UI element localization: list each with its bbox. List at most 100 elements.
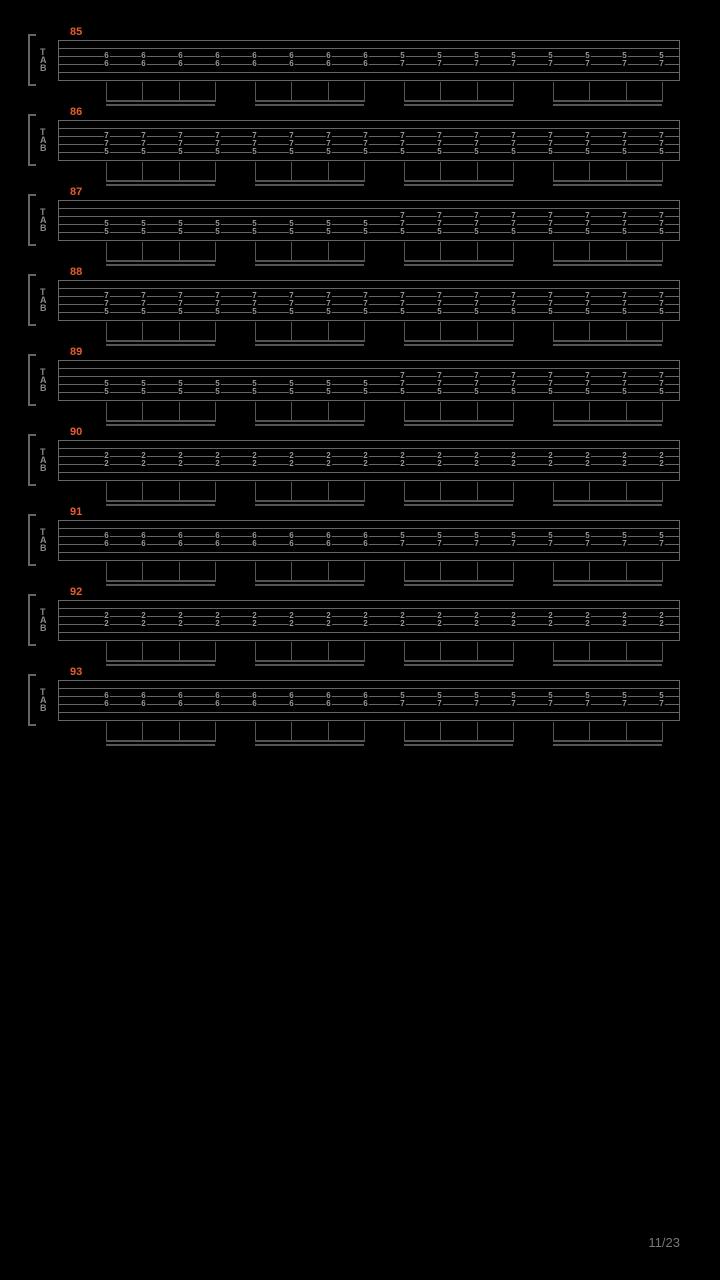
measure-number: 93 bbox=[70, 666, 82, 678]
note-column: 55 bbox=[347, 360, 384, 400]
measure-number: 86 bbox=[70, 106, 82, 118]
note-column: 55 bbox=[125, 200, 162, 240]
notes-row: 66666666666666665757575757575757 bbox=[88, 520, 680, 560]
note-column: 775 bbox=[532, 360, 569, 400]
tab-page: 85TAB6666666666666666575757575757575786T… bbox=[0, 0, 720, 780]
fret-number: 2 bbox=[214, 620, 220, 628]
fret-number: 6 bbox=[288, 540, 294, 548]
system-bracket bbox=[28, 514, 36, 566]
fret-number: 2 bbox=[399, 620, 405, 628]
note-column: 22 bbox=[199, 440, 236, 480]
fret-number: 6 bbox=[140, 540, 146, 548]
fret-number: 5 bbox=[547, 308, 553, 316]
fret-number: 6 bbox=[362, 540, 368, 548]
fret-number: 5 bbox=[547, 388, 553, 396]
fret-number: 7 bbox=[399, 540, 405, 548]
note-column: 55 bbox=[199, 360, 236, 400]
fret-number: 5 bbox=[584, 308, 590, 316]
note-column: 66 bbox=[273, 680, 310, 720]
fret-number: 5 bbox=[214, 388, 220, 396]
fret-number: 7 bbox=[399, 700, 405, 708]
note-column: 775 bbox=[384, 120, 421, 160]
fret-number: 5 bbox=[177, 388, 183, 396]
fret-number: 6 bbox=[325, 60, 331, 68]
fret-number: 5 bbox=[214, 148, 220, 156]
fret-number: 5 bbox=[103, 388, 109, 396]
fret-number: 5 bbox=[288, 148, 294, 156]
note-column: 775 bbox=[606, 120, 643, 160]
note-column: 66 bbox=[88, 40, 125, 80]
note-column: 775 bbox=[458, 280, 495, 320]
note-column: 66 bbox=[310, 520, 347, 560]
note-column: 66 bbox=[199, 680, 236, 720]
fret-number: 6 bbox=[362, 60, 368, 68]
fret-number: 2 bbox=[177, 460, 183, 468]
note-column: 55 bbox=[236, 360, 273, 400]
note-column: 57 bbox=[495, 40, 532, 80]
beam-row bbox=[88, 564, 680, 590]
notes-row: 7757757757757757757757757757757757757757… bbox=[88, 120, 680, 160]
fret-number: 5 bbox=[547, 148, 553, 156]
fret-number: 5 bbox=[436, 148, 442, 156]
fret-number: 5 bbox=[103, 308, 109, 316]
note-column: 22 bbox=[273, 440, 310, 480]
fret-number: 5 bbox=[325, 308, 331, 316]
note-column: 57 bbox=[532, 520, 569, 560]
note-column: 22 bbox=[532, 440, 569, 480]
system-bracket bbox=[28, 594, 36, 646]
note-column: 57 bbox=[495, 680, 532, 720]
note-column: 57 bbox=[569, 520, 606, 560]
note-column: 775 bbox=[495, 120, 532, 160]
measure-number: 91 bbox=[70, 506, 82, 518]
fret-number: 6 bbox=[325, 700, 331, 708]
fret-number: 5 bbox=[436, 388, 442, 396]
fret-number: 7 bbox=[436, 540, 442, 548]
fret-number: 5 bbox=[584, 148, 590, 156]
tab-label: TAB bbox=[40, 608, 47, 632]
note-column: 22 bbox=[162, 600, 199, 640]
fret-number: 2 bbox=[103, 460, 109, 468]
notes-row: 66666666666666665757575757575757 bbox=[88, 40, 680, 80]
staff: TAB22222222222222222222222222222222 bbox=[58, 600, 680, 640]
note-column: 775 bbox=[310, 120, 347, 160]
beam-row bbox=[88, 484, 680, 510]
beam-group bbox=[237, 484, 382, 510]
note-column: 775 bbox=[532, 280, 569, 320]
note-column: 66 bbox=[347, 520, 384, 560]
beam-row bbox=[88, 244, 680, 270]
staff: TAB7757757757757757757757757757757757757… bbox=[58, 280, 680, 320]
fret-number: 7 bbox=[473, 540, 479, 548]
note-column: 22 bbox=[421, 600, 458, 640]
note-column: 22 bbox=[310, 440, 347, 480]
system-bracket bbox=[28, 674, 36, 726]
fret-number: 5 bbox=[399, 228, 405, 236]
note-column: 66 bbox=[125, 40, 162, 80]
measure-89: 89TAB55555555555555557757757757757757757… bbox=[20, 360, 700, 400]
fret-number: 6 bbox=[214, 700, 220, 708]
fret-number: 7 bbox=[473, 60, 479, 68]
note-column: 66 bbox=[162, 40, 199, 80]
fret-number: 2 bbox=[251, 460, 257, 468]
note-column: 22 bbox=[88, 600, 125, 640]
beam-group bbox=[237, 164, 382, 190]
tab-label: TAB bbox=[40, 288, 47, 312]
measure-number: 88 bbox=[70, 266, 82, 278]
note-column: 775 bbox=[199, 120, 236, 160]
staff: TAB5555555555555555775775775775775775775… bbox=[58, 360, 680, 400]
beam-group bbox=[386, 244, 531, 270]
fret-number: 5 bbox=[103, 148, 109, 156]
fret-number: 6 bbox=[251, 60, 257, 68]
note-column: 57 bbox=[458, 520, 495, 560]
measure-number: 85 bbox=[70, 26, 82, 38]
staff: TAB66666666666666665757575757575757 bbox=[58, 520, 680, 560]
beam-group bbox=[237, 404, 382, 430]
measure-92: 92TAB22222222222222222222222222222222 bbox=[20, 600, 700, 640]
fret-number: 7 bbox=[473, 700, 479, 708]
fret-number: 2 bbox=[177, 620, 183, 628]
note-column: 57 bbox=[643, 520, 680, 560]
fret-number: 2 bbox=[436, 460, 442, 468]
fret-number: 2 bbox=[325, 620, 331, 628]
note-column: 66 bbox=[125, 520, 162, 560]
fret-number: 5 bbox=[621, 308, 627, 316]
fret-number: 5 bbox=[251, 388, 257, 396]
